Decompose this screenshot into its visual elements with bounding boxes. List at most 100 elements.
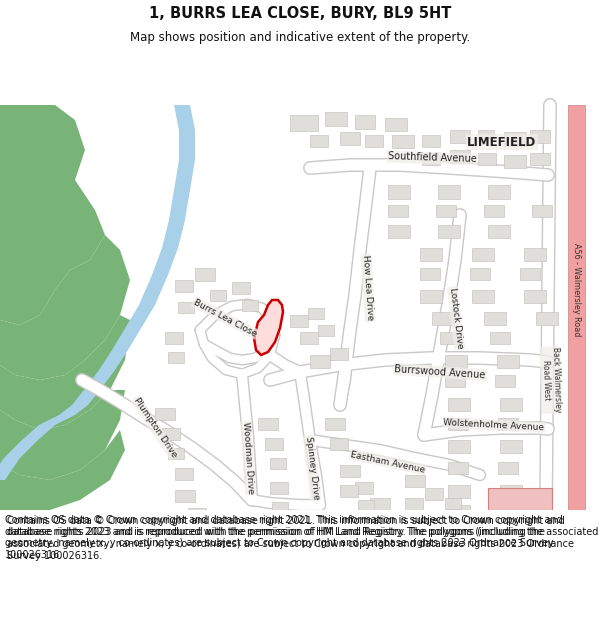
Text: Burrswood Avenue: Burrswood Avenue xyxy=(394,364,486,380)
Polygon shape xyxy=(175,490,195,502)
Polygon shape xyxy=(175,280,193,292)
Text: Southfield Avenue: Southfield Avenue xyxy=(388,151,476,164)
Polygon shape xyxy=(420,290,442,303)
Polygon shape xyxy=(330,438,348,450)
Polygon shape xyxy=(484,312,506,325)
Polygon shape xyxy=(504,155,526,168)
Polygon shape xyxy=(270,482,288,494)
Polygon shape xyxy=(488,488,552,510)
Polygon shape xyxy=(488,185,510,199)
Polygon shape xyxy=(445,375,465,387)
Polygon shape xyxy=(385,118,407,131)
Polygon shape xyxy=(420,248,442,261)
Polygon shape xyxy=(168,448,184,459)
Polygon shape xyxy=(168,352,184,363)
Polygon shape xyxy=(290,315,308,327)
Polygon shape xyxy=(470,268,490,280)
Text: Eastham Avenue: Eastham Avenue xyxy=(350,450,426,474)
Polygon shape xyxy=(242,300,258,311)
Text: LIMEFIELD: LIMEFIELD xyxy=(467,136,536,149)
Polygon shape xyxy=(450,130,470,143)
Polygon shape xyxy=(372,514,390,526)
Text: Burrs Lea Close: Burrs Lea Close xyxy=(192,298,258,339)
Polygon shape xyxy=(436,205,456,217)
Polygon shape xyxy=(484,205,504,217)
Polygon shape xyxy=(0,105,195,480)
Polygon shape xyxy=(210,290,226,301)
Polygon shape xyxy=(536,312,558,325)
Polygon shape xyxy=(0,235,130,380)
Text: Plumpton Drive: Plumpton Drive xyxy=(131,396,178,459)
Text: A56 - Walmersley Road: A56 - Walmersley Road xyxy=(572,243,581,337)
Polygon shape xyxy=(300,332,318,344)
Polygon shape xyxy=(365,135,383,147)
Polygon shape xyxy=(325,418,345,430)
Polygon shape xyxy=(448,398,470,411)
Polygon shape xyxy=(448,418,468,430)
Polygon shape xyxy=(432,312,454,325)
Polygon shape xyxy=(500,485,522,498)
Text: Contains OS data © Crown copyright and database right 2021. This information is : Contains OS data © Crown copyright and d… xyxy=(7,516,574,561)
Polygon shape xyxy=(325,112,347,126)
Polygon shape xyxy=(392,135,414,148)
Polygon shape xyxy=(254,300,283,355)
Polygon shape xyxy=(448,505,470,518)
Text: Lostock Drive: Lostock Drive xyxy=(448,287,464,349)
Polygon shape xyxy=(504,132,526,146)
Polygon shape xyxy=(272,502,288,513)
Polygon shape xyxy=(500,398,522,411)
Polygon shape xyxy=(500,505,522,518)
Text: Woodman Drive: Woodman Drive xyxy=(241,422,255,494)
Text: 1, BURRS LEA CLOSE, BURY, BL9 5HT: 1, BURRS LEA CLOSE, BURY, BL9 5HT xyxy=(149,6,451,21)
Polygon shape xyxy=(388,225,410,238)
Polygon shape xyxy=(478,153,496,165)
Polygon shape xyxy=(520,268,540,280)
Polygon shape xyxy=(340,465,360,477)
Polygon shape xyxy=(340,132,360,145)
Text: How Lea Drive: How Lea Drive xyxy=(361,255,375,321)
Polygon shape xyxy=(422,512,438,523)
Polygon shape xyxy=(310,355,330,368)
Polygon shape xyxy=(490,332,510,344)
Polygon shape xyxy=(0,390,125,480)
Polygon shape xyxy=(530,153,550,165)
Polygon shape xyxy=(165,332,183,344)
Polygon shape xyxy=(330,348,348,360)
Polygon shape xyxy=(388,185,410,199)
Polygon shape xyxy=(162,428,180,440)
Polygon shape xyxy=(405,498,423,510)
Polygon shape xyxy=(178,302,194,313)
Polygon shape xyxy=(0,430,125,510)
Polygon shape xyxy=(524,290,546,303)
Polygon shape xyxy=(265,438,283,450)
Text: Map shows position and indicative extent of the property.: Map shows position and indicative extent… xyxy=(130,31,470,44)
Polygon shape xyxy=(438,225,460,238)
Polygon shape xyxy=(258,418,278,430)
Polygon shape xyxy=(340,485,358,497)
Polygon shape xyxy=(385,512,403,524)
Polygon shape xyxy=(448,440,470,453)
Polygon shape xyxy=(310,135,328,147)
Polygon shape xyxy=(270,458,286,469)
Polygon shape xyxy=(358,500,374,511)
Polygon shape xyxy=(370,498,390,510)
Polygon shape xyxy=(422,153,440,165)
Polygon shape xyxy=(478,130,494,141)
Polygon shape xyxy=(497,355,519,368)
Polygon shape xyxy=(448,462,468,474)
Polygon shape xyxy=(425,488,443,500)
Polygon shape xyxy=(445,355,467,368)
Polygon shape xyxy=(498,462,518,474)
Polygon shape xyxy=(422,135,440,147)
Polygon shape xyxy=(188,508,206,520)
Polygon shape xyxy=(355,115,375,129)
Polygon shape xyxy=(420,268,440,280)
Polygon shape xyxy=(498,418,518,430)
Polygon shape xyxy=(445,498,461,509)
Polygon shape xyxy=(438,185,460,199)
Polygon shape xyxy=(175,468,193,480)
Polygon shape xyxy=(500,440,522,453)
Polygon shape xyxy=(532,205,552,217)
Polygon shape xyxy=(388,205,408,217)
Polygon shape xyxy=(355,482,373,494)
